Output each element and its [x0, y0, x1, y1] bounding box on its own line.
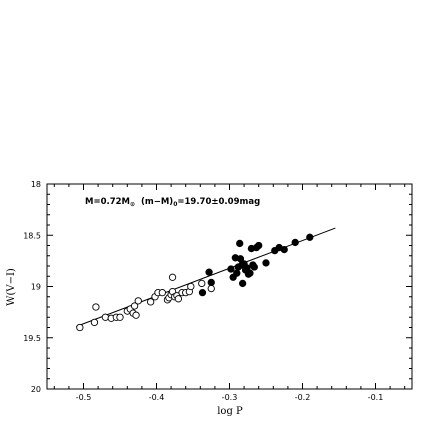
plot-frame	[46, 183, 413, 390]
y-tick-label: 19.5	[23, 334, 41, 343]
open-data-point	[101, 313, 110, 321]
filled-data-point	[205, 268, 213, 276]
open-data-point	[147, 298, 155, 306]
open-data-point	[134, 297, 142, 305]
open-data-point	[168, 273, 177, 281]
open-data-point	[76, 323, 84, 332]
filled-data-point	[246, 269, 254, 277]
x-tick-label: -0.5	[76, 393, 92, 402]
open-data-point	[132, 311, 140, 319]
open-data-point	[158, 288, 166, 297]
filled-data-point	[227, 265, 235, 273]
filled-data-point	[255, 241, 263, 250]
x-tick-label: -0.1	[368, 393, 384, 402]
annotation: M=0.72M⊙ (m−M)0=19.70±0.09mag	[85, 197, 260, 208]
filled-data-point	[262, 259, 270, 267]
open-data-point	[116, 313, 124, 321]
fit-line	[76, 227, 336, 327]
y-tick-label: 20	[31, 385, 41, 394]
filled-data-point	[250, 263, 258, 271]
x-tick-label: -0.4	[149, 393, 165, 402]
annotation-prefix: M=0.72M	[85, 197, 130, 207]
annotation-mid-sub: 0	[173, 201, 177, 208]
axis-ticks	[47, 183, 412, 390]
filled-data-point	[236, 239, 244, 248]
y-tick-label: 18	[31, 180, 41, 189]
filled-data-point	[291, 238, 299, 247]
x-axis-label: log P	[217, 406, 243, 417]
annotation-suffix: =19.70±0.09mag	[177, 197, 260, 207]
filled-data-point	[198, 288, 207, 297]
open-data-point	[174, 295, 183, 303]
x-tick-label: -0.2	[295, 393, 311, 402]
data-points	[76, 233, 314, 332]
open-data-point	[130, 302, 139, 310]
annotation-prefix-sub: ⊙	[130, 201, 135, 208]
open-data-point	[198, 279, 206, 288]
x-tick-label: -0.3	[222, 393, 238, 402]
filled-data-point	[233, 269, 241, 277]
y-tick-label: 18.5	[23, 231, 41, 240]
open-data-point	[90, 318, 99, 327]
open-data-point	[92, 303, 100, 311]
filled-data-point	[306, 233, 314, 241]
open-data-point	[187, 282, 195, 291]
filled-data-point	[207, 278, 215, 287]
filled-data-point	[280, 245, 288, 254]
filled-data-point	[238, 279, 247, 288]
annotation-mid: (m−M)	[135, 197, 173, 207]
open-data-point	[207, 284, 215, 293]
y-axis-label: W(V−I)	[6, 268, 17, 306]
y-tick-label: 19	[31, 283, 41, 292]
axis-tick-labels: -0.5 -0.4 -0.3 -0.2 -0.1 18 18.5 19 19.5 20	[23, 180, 383, 402]
